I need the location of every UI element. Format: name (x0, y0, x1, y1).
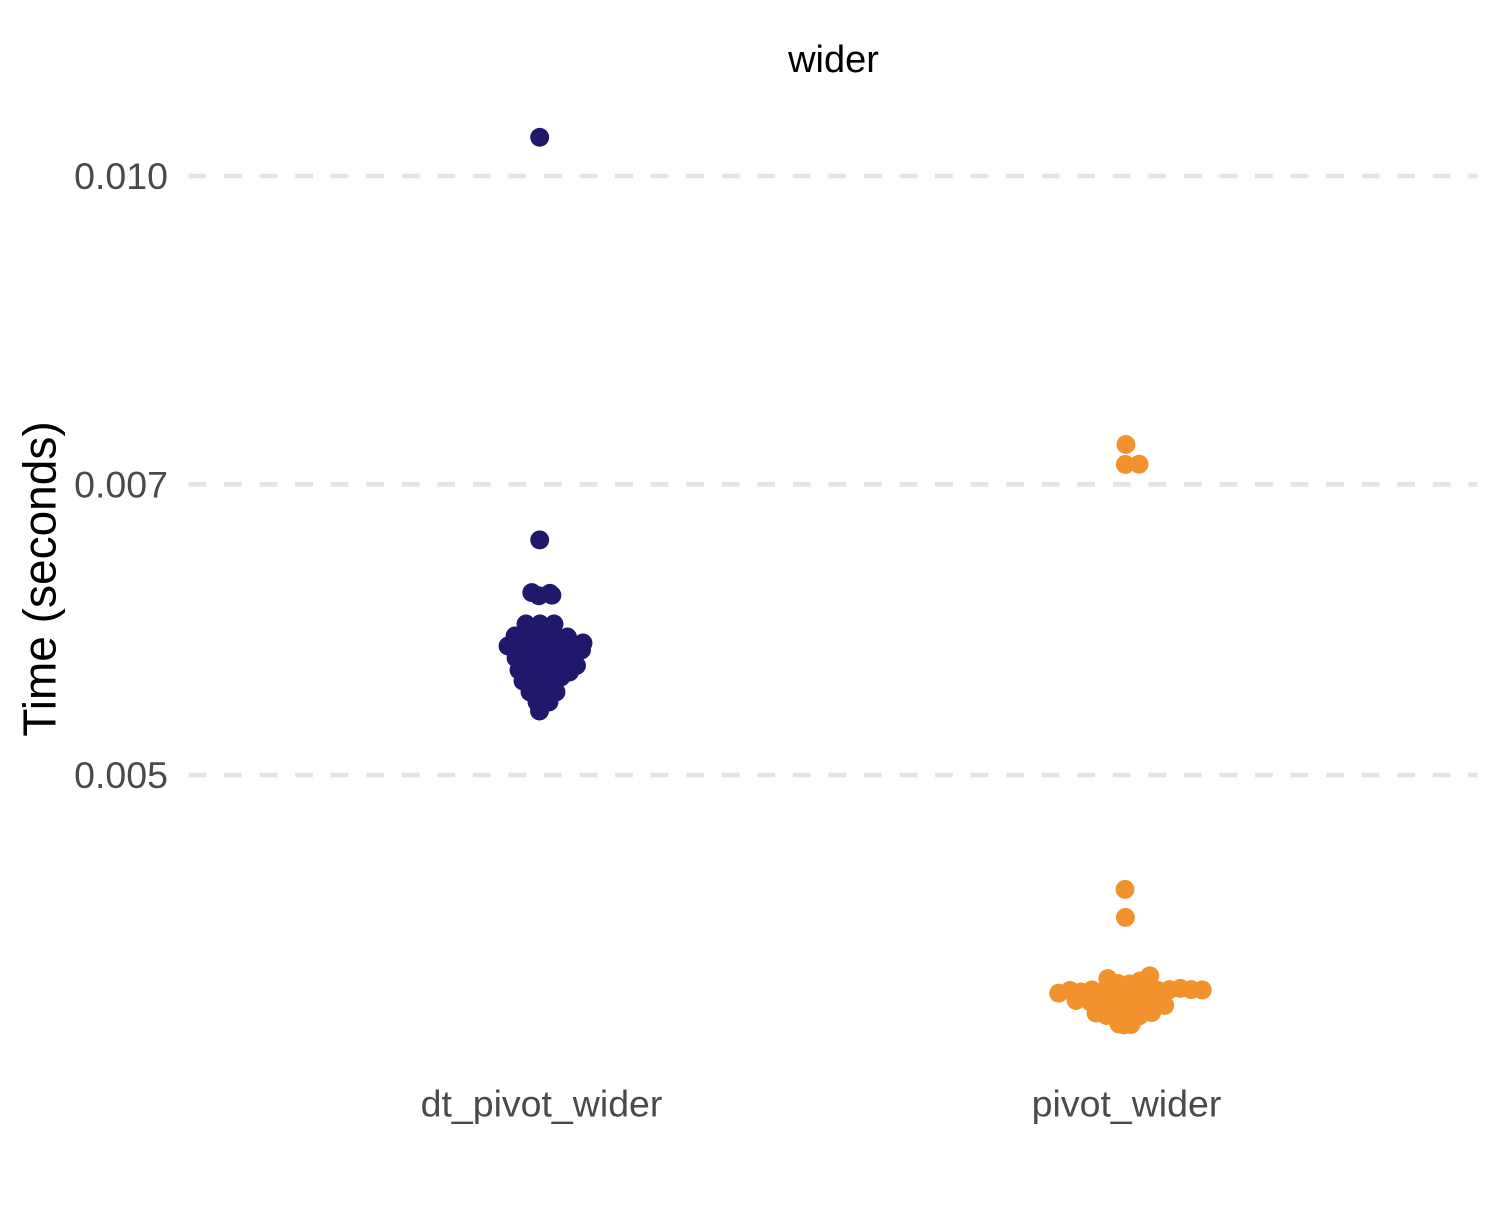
svg-text:pivot_wider: pivot_wider (1032, 1083, 1222, 1125)
svg-text:dt_pivot_wider: dt_pivot_wider (421, 1083, 663, 1125)
svg-text:0.007: 0.007 (74, 463, 168, 505)
svg-text:Time (seconds): Time (seconds) (13, 421, 65, 736)
svg-text:wider: wider (787, 39, 879, 81)
svg-text:0.005: 0.005 (74, 754, 168, 796)
svg-text:0.010: 0.010 (74, 155, 168, 197)
